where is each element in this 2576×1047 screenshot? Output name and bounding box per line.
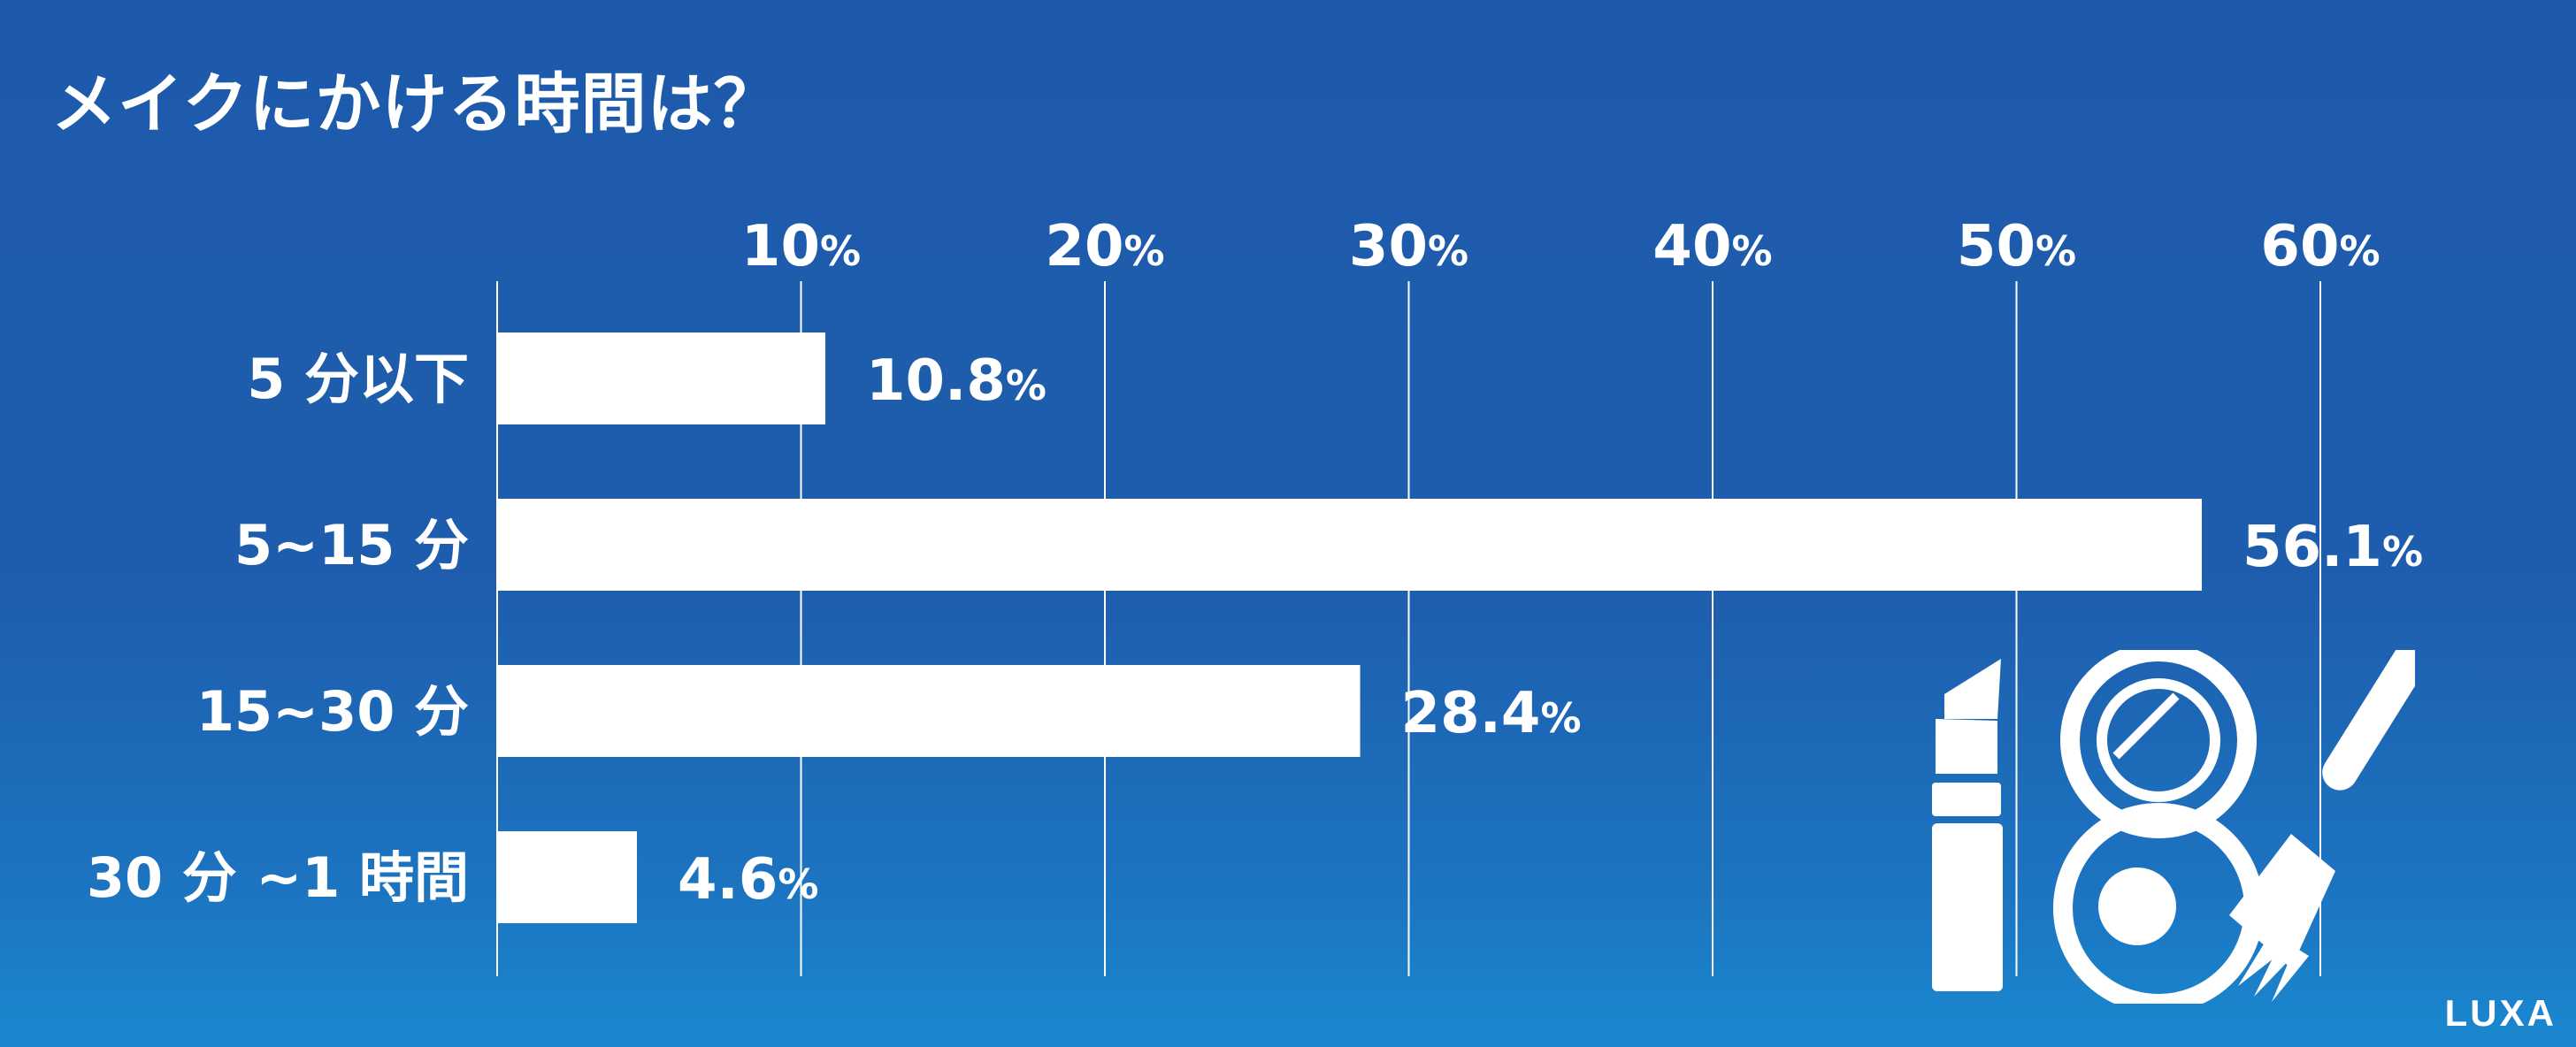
axis-tick-labels: 10% 20% 30% 40% 50% 60%: [741, 214, 2380, 279]
bar: [497, 499, 2203, 591]
bars: [497, 332, 2203, 923]
data-label: 10.8%: [866, 348, 1046, 414]
category-label: 30 分 ~1 時間: [87, 845, 469, 910]
lipstick-icon: [1932, 659, 2003, 991]
chart-title: メイクにかける時間は？: [51, 66, 780, 142]
makeup-illustration: [1932, 650, 2415, 1004]
data-label: 28.4%: [1401, 681, 1582, 746]
brand-logo: LUXA: [2444, 992, 2557, 1034]
data-label: 56.1%: [2242, 515, 2423, 580]
category-label: 5~15 分: [234, 513, 469, 577]
tick-label: 30%: [1349, 214, 1468, 279]
tick-label: 10%: [741, 214, 861, 279]
tick-label: 60%: [2260, 214, 2380, 279]
data-label: 4.6%: [678, 847, 818, 913]
tick-label: 40%: [1652, 214, 1772, 279]
category-labels: 5 分以下 5~15 分 15~30 分 30 分 ~1 時間: [87, 347, 469, 910]
bar: [497, 831, 638, 923]
tick-label: 50%: [1957, 214, 2076, 279]
bar: [497, 665, 1361, 757]
category-label: 15~30 分: [196, 679, 469, 744]
tick-label: 20%: [1045, 214, 1164, 279]
category-label: 5 分以下: [247, 347, 469, 411]
makeup-brush-icon: [2229, 650, 2415, 1002]
compact-mirror-icon: [2053, 650, 2264, 1004]
bar: [497, 332, 825, 424]
